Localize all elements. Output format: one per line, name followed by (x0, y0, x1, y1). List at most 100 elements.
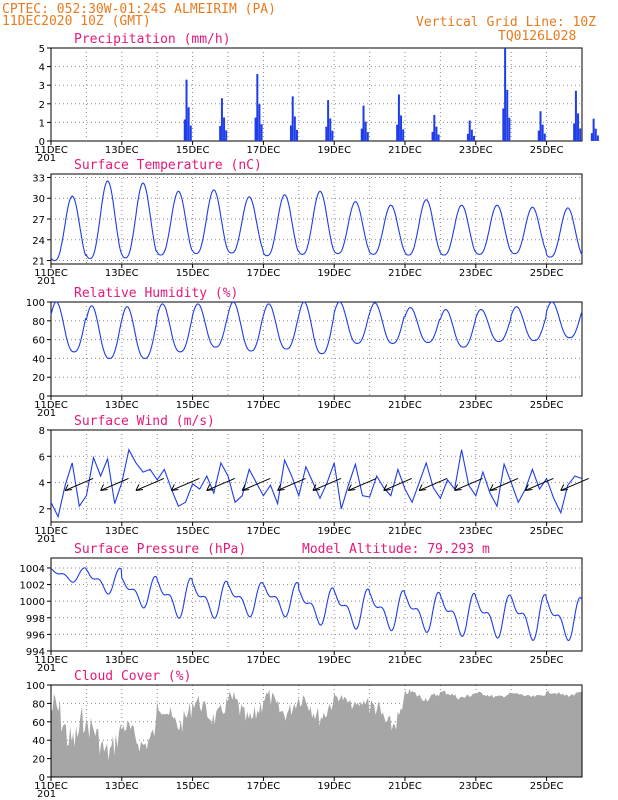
x-tick-label: 15DEC (176, 655, 210, 666)
x-tick-label: 19DEC (317, 781, 351, 792)
precip-bar (574, 90, 577, 141)
wind-barb-head (383, 488, 391, 491)
y-tick-label: 5 (39, 44, 45, 55)
x-tick-label: 23DEC (459, 655, 493, 666)
wind-barb-head (206, 488, 214, 491)
precip-bar (189, 125, 192, 141)
wind-barb (171, 477, 200, 491)
panel-title: Surface Pressure (hPa) (74, 542, 246, 557)
x-tick-label: 13DEC (105, 781, 139, 792)
y-tick-label: 20 (32, 373, 45, 384)
precip-bar (293, 116, 296, 141)
precip-bar (187, 107, 190, 141)
wind-barb-head (312, 488, 321, 491)
x-year-label: 201 (37, 153, 56, 164)
wind-barb-head (312, 484, 317, 491)
x-tick-label: 11DEC (34, 268, 68, 279)
precip-bar (504, 48, 507, 141)
wind-barb-head (560, 488, 568, 491)
x-tick-label: 15DEC (176, 268, 210, 279)
wind-barb (277, 477, 306, 491)
x-tick-label: 23DEC (459, 400, 493, 411)
x-tick-label: 21DEC (388, 268, 422, 279)
wind-barb-head (525, 488, 533, 491)
x-tick-label: 21DEC (388, 655, 422, 666)
x-tick-label: 17DEC (247, 268, 281, 279)
wind-barb-head (524, 484, 529, 491)
precip-bar (295, 129, 298, 141)
x-tick-label: 25DEC (530, 268, 564, 279)
precip-bar (327, 100, 330, 141)
series-line (50, 180, 583, 262)
x-tick-label: 23DEC (459, 268, 493, 279)
precip-bar (366, 132, 369, 141)
x-tick-label: 25DEC (530, 145, 564, 156)
precip-bar (254, 117, 257, 141)
x-tick-label: 25DEC (530, 400, 564, 411)
precip-bar (592, 118, 595, 141)
wind-barb (241, 477, 271, 491)
x-tick-label: 13DEC (105, 145, 139, 156)
y-tick-label: 27 (32, 215, 45, 226)
precip-bar (256, 74, 259, 141)
y-tick-label: 1002 (20, 581, 45, 592)
wind-barb-head (489, 484, 494, 491)
y-tick-label: 996 (26, 630, 45, 641)
wind-barb-head (383, 484, 388, 491)
precip-bar (185, 79, 188, 141)
x-tick-label: 19DEC (317, 400, 351, 411)
wind-barb-head (454, 484, 459, 491)
precip-bar (596, 135, 599, 141)
precip-bar (219, 126, 222, 141)
wind-barb (135, 477, 165, 491)
y-tick-label: 998 (26, 614, 45, 625)
precip-bar (220, 98, 223, 141)
x-tick-label: 19DEC (317, 268, 351, 279)
x-tick-label: 17DEC (247, 400, 281, 411)
x-tick-label: 25DEC (530, 655, 564, 666)
x-tick-label: 19DEC (317, 526, 351, 537)
x-tick-label: 15DEC (176, 781, 210, 792)
x-tick-label: 11DEC (34, 145, 68, 156)
x-tick-label: 11DEC (34, 400, 68, 411)
x-tick-label: 15DEC (176, 400, 210, 411)
y-tick-label: 40 (32, 354, 45, 365)
wind-barb (64, 477, 94, 491)
precip-bar (362, 105, 365, 141)
y-tick-label: 8 (39, 426, 45, 437)
x-year-label: 201 (37, 534, 56, 545)
pressure-line (50, 567, 583, 642)
wind-barb (312, 477, 342, 491)
station-header: CPTEC: 052:30W-01:24S ALMEIRIM (PA) (2, 2, 276, 17)
wind-barb (418, 477, 448, 491)
wind-barb-head (277, 484, 282, 491)
y-tick-label: 100 (26, 298, 45, 309)
panel-frame (50, 557, 583, 652)
y-tick-label: 40 (32, 736, 45, 747)
precip-bar (433, 114, 436, 141)
wind-barb (525, 477, 554, 491)
wind-barb-head (418, 484, 423, 491)
wind-barb (206, 477, 235, 491)
wind-barb-head (348, 488, 356, 491)
x-year-label: 201 (37, 789, 56, 800)
precip-bar (502, 108, 505, 141)
precip-bar (364, 121, 367, 141)
x-tick-label: 19DEC (317, 655, 351, 666)
wind-barb-head (135, 484, 140, 491)
y-tick-label: 60 (32, 718, 45, 729)
wind-barb (383, 477, 412, 491)
precip-bar (258, 104, 261, 141)
y-tick-label: 1000 (20, 597, 45, 608)
x-tick-label: 21DEC (388, 400, 422, 411)
wind-barb-head (419, 488, 427, 491)
wind-barb-head (206, 484, 211, 491)
precip-bar (291, 96, 294, 141)
precip-bar (400, 115, 403, 141)
x-tick-label: 19DEC (317, 145, 351, 156)
precip-bar (508, 117, 511, 141)
x-tick-label: 25DEC (530, 781, 564, 792)
precip-bar (329, 118, 332, 141)
panel-title: Precipitation (mm/h) (74, 32, 231, 47)
grid-note: Vertical Grid Line: 10Z (416, 15, 596, 30)
